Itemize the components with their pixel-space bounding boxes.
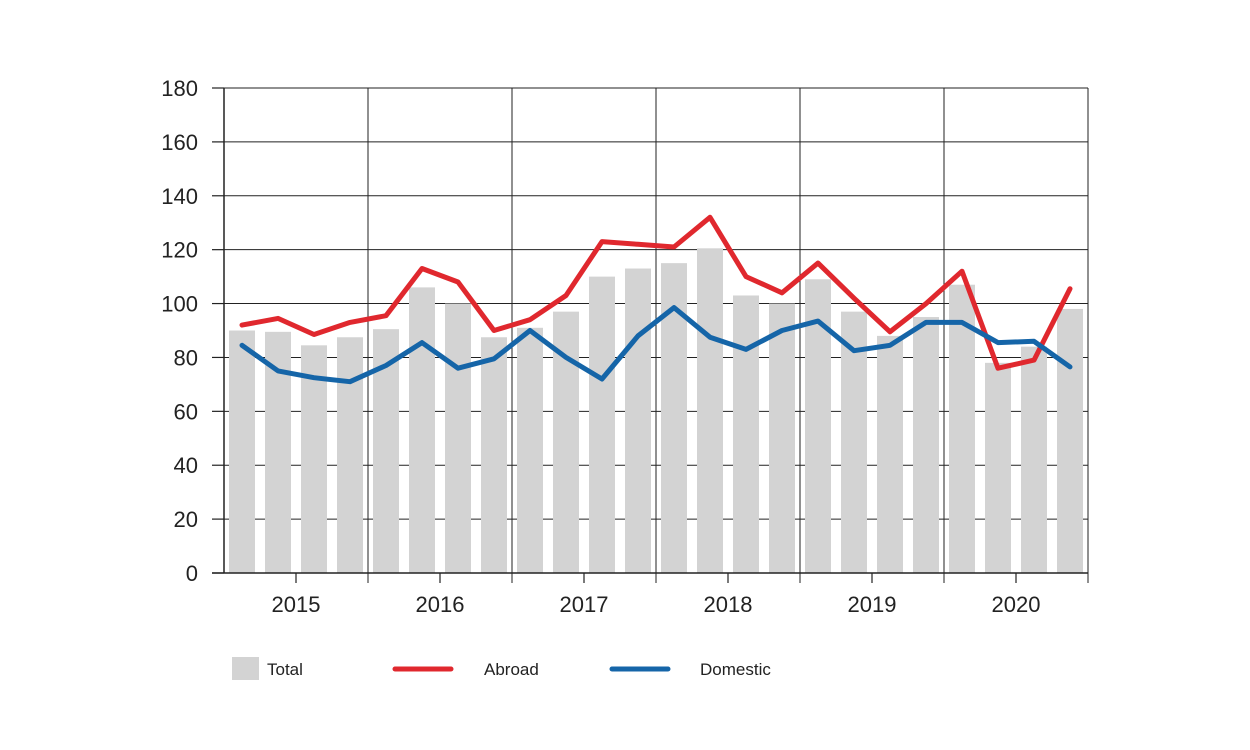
legend-swatch-total (232, 657, 259, 680)
legend-label-abroad: Abroad (484, 660, 539, 679)
x-axis-year-labels: 2015 2016 2017 2018 2019 2020 (272, 592, 1041, 617)
bar-total-q1 (229, 330, 255, 573)
y-tick-label-140: 140 (161, 184, 198, 209)
bar-total-q11 (589, 276, 615, 573)
x-year-label-2015: 2015 (272, 592, 321, 617)
bar-total-q6 (409, 287, 435, 573)
y-tick-label-40: 40 (174, 453, 198, 478)
y-tick-label-180: 180 (161, 76, 198, 101)
legend-label-domestic: Domestic (700, 660, 771, 679)
bar-total-q15 (733, 295, 759, 573)
line-series (239, 214, 1073, 385)
y-tick-label-20: 20 (174, 507, 198, 532)
x-year-label-2020: 2020 (992, 592, 1041, 617)
x-year-label-2019: 2019 (848, 592, 897, 617)
y-tick-label-160: 160 (161, 130, 198, 155)
bar-total-q23 (1021, 346, 1047, 573)
y-tick-label-100: 100 (161, 292, 198, 317)
x-year-label-2017: 2017 (560, 592, 609, 617)
x-year-label-2016: 2016 (416, 592, 465, 617)
bar-total-q18 (841, 311, 867, 573)
line-abroad (239, 214, 1073, 371)
bar-total-q4 (337, 337, 363, 573)
bar-total-q21 (949, 284, 975, 573)
bar-total-q20 (913, 317, 939, 573)
bar-total-q3 (301, 345, 327, 573)
bar-series-total (229, 248, 1083, 573)
bar-total-q24 (1057, 308, 1083, 573)
bar-total-q8 (481, 337, 507, 573)
line-domestic (239, 305, 1073, 385)
y-tick-label-60: 60 (174, 399, 198, 424)
bar-total-q9 (517, 327, 543, 573)
legend-label-total: Total (267, 660, 303, 679)
bar-total-q7 (445, 303, 471, 573)
y-tick-label-80: 80 (174, 345, 198, 370)
bar-total-q12 (625, 268, 651, 573)
x-year-label-2018: 2018 (704, 592, 753, 617)
bar-total-q19 (877, 335, 903, 573)
y-tick-label-0: 0 (186, 561, 198, 586)
bar-total-q16 (769, 303, 795, 573)
bar-total-q14 (697, 248, 723, 573)
y-axis-tick-labels: 0 20 40 60 80 100 120 140 160 180 (161, 76, 198, 586)
axes (212, 87, 1088, 583)
bar-total-q22 (985, 362, 1011, 573)
y-tick-label-120: 120 (161, 238, 198, 263)
legend: Total Abroad Domestic (232, 657, 771, 680)
grid-lines (224, 87, 1089, 583)
